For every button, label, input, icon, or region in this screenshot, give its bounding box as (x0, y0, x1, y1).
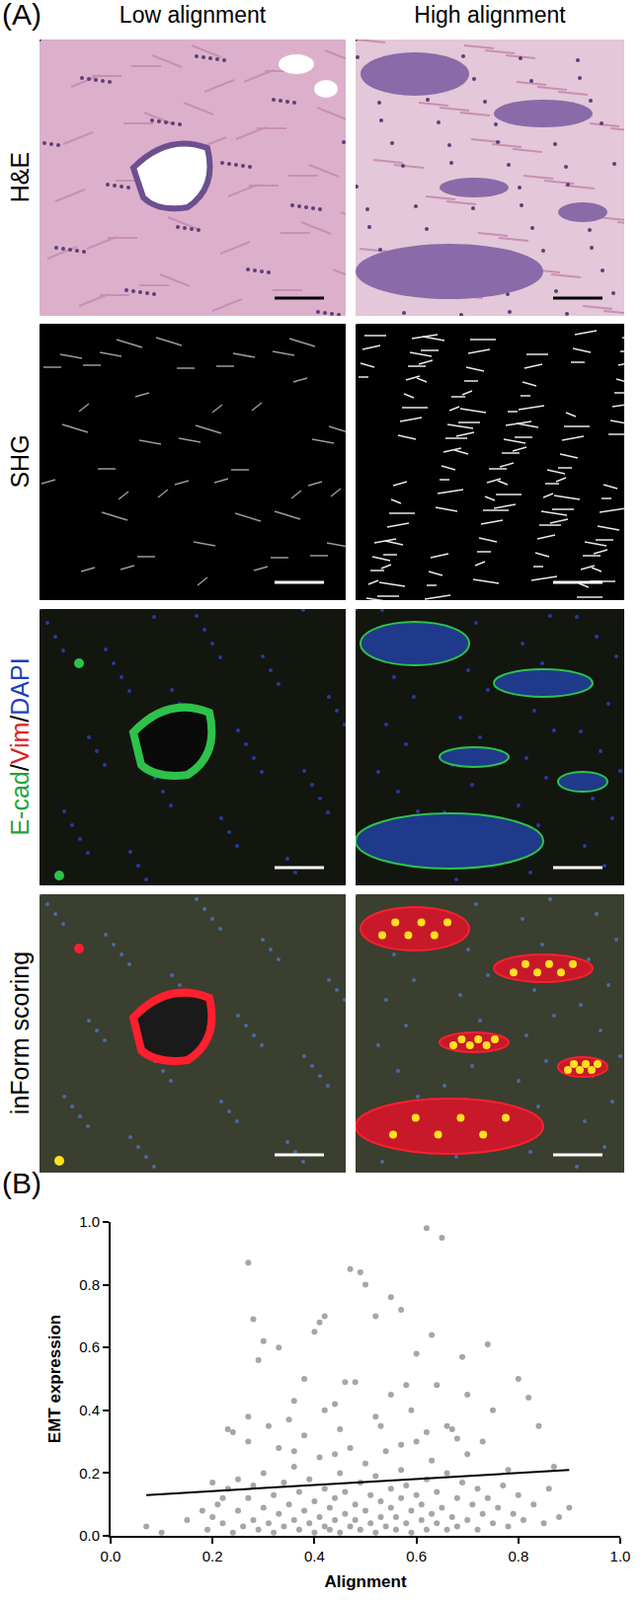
svg-text:0.2: 0.2 (202, 1548, 224, 1566)
html-text:inForm scoring: inForm scoring (5, 951, 34, 1116)
html-text:Vim: Vim (5, 722, 34, 765)
html-text:H&E: H&E (5, 151, 34, 203)
html-text:DAPI: DAPI (5, 658, 34, 716)
html-text:Low alignment: Low alignment (119, 1, 266, 28)
svg-text:0.0: 0.0 (100, 1548, 122, 1566)
html-text:SHG: SHG (5, 434, 34, 489)
html-text:(B): (B) (1, 1167, 42, 1201)
html-text:E-cad: E-cad (5, 771, 34, 837)
svg-text:0.2: 0.2 (79, 1465, 100, 1483)
svg-text:0.6: 0.6 (79, 1339, 100, 1357)
svg-text:0.8: 0.8 (507, 1548, 529, 1566)
svg-text:EMT expression: EMT expression (45, 1315, 65, 1445)
svg-text:1.0: 1.0 (610, 1548, 632, 1566)
svg-text:1.0: 1.0 (79, 1213, 100, 1231)
svg-text:0.0: 0.0 (79, 1527, 100, 1545)
svg-text:0.6: 0.6 (405, 1548, 427, 1566)
svg-text:0.4: 0.4 (304, 1548, 325, 1566)
svg-text:0.4: 0.4 (79, 1402, 100, 1420)
svg-text:0.8: 0.8 (79, 1277, 100, 1294)
html-text:High alignment: High alignment (414, 1, 566, 28)
svg-text:Alignment: Alignment (323, 1573, 406, 1593)
